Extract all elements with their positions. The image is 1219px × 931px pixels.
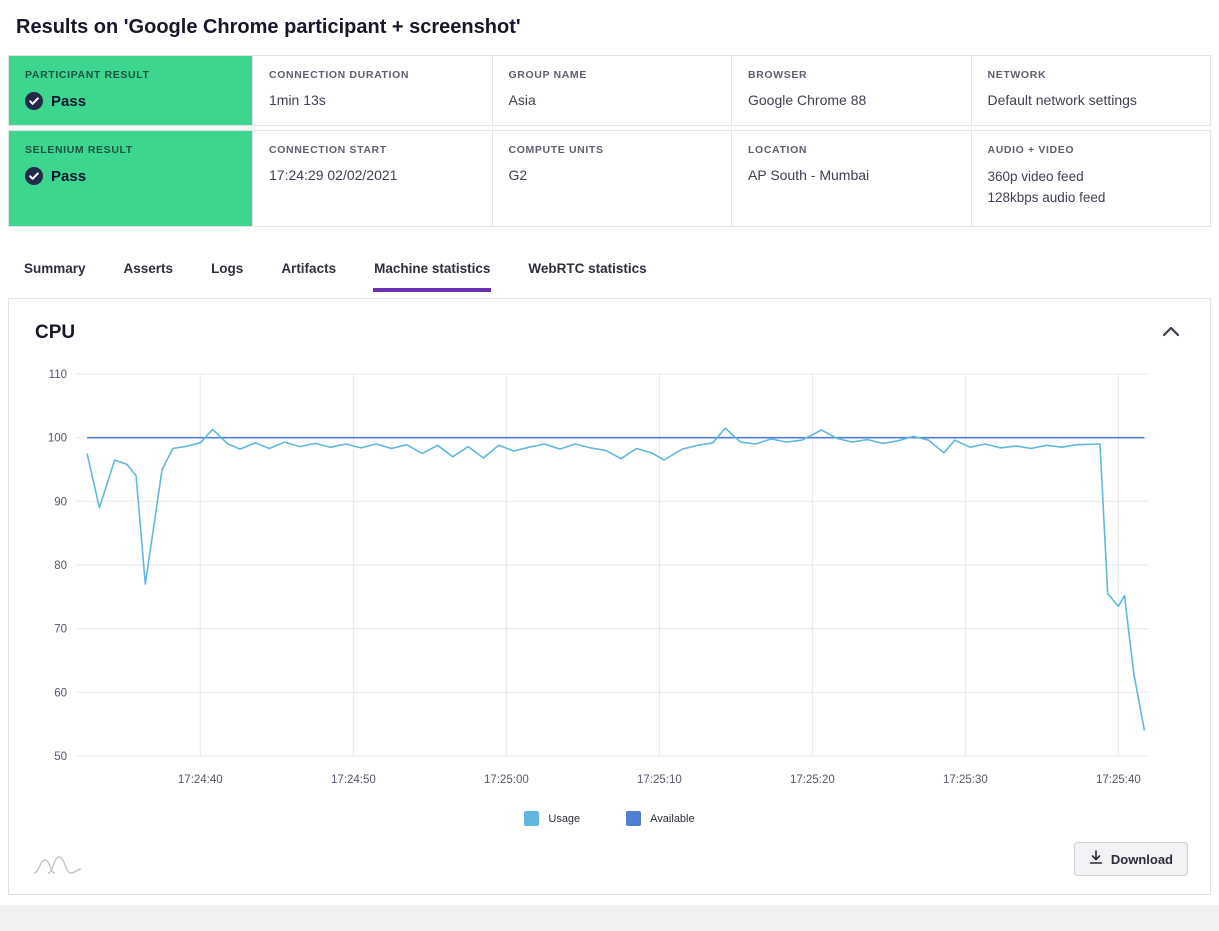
audio-video-label: Audio + Video [987,144,1075,156]
selenium-result-value: Pass [51,167,87,185]
audio-video-value: 360p video feed 128kbps audio feed [988,167,1195,209]
results-page: Results on 'Google Chrome participant + … [0,0,1219,905]
info-grid-row-2: Selenium result Pass Connection start 17… [8,130,1211,227]
connection-duration-value: 1min 13s [269,92,326,108]
download-button-label: Download [1110,851,1173,867]
location-label: Location [748,144,808,156]
chart-legend: Usage Available [9,807,1210,836]
tab-machine-statistics[interactable]: Machine statistics [373,257,492,292]
svg-text:60: 60 [54,687,67,699]
audio-video-card: Audio + Video 360p video feed 128kbps au… [971,131,1210,226]
connection-duration-card: Connection duration 1min 13s [253,56,492,125]
group-name-value: Asia [508,92,536,108]
results-tab-bar: Summary Asserts Logs Artifacts Machine s… [8,231,1211,292]
check-circle-icon [25,92,43,110]
svg-text:80: 80 [54,560,67,572]
svg-text:100: 100 [48,433,67,445]
svg-text:17:25:40: 17:25:40 [1096,774,1141,786]
legend-item-available[interactable]: Available [626,811,695,826]
available-swatch-icon [626,811,642,826]
download-icon [1089,850,1103,868]
selenium-result-label: Selenium result [25,144,133,156]
connection-start-card: Connection start 17:24:29 02/02/2021 [253,131,492,226]
selenium-result-status: Pass [25,167,236,185]
svg-text:50: 50 [54,751,67,763]
cpu-line-chart: 110 100 90 80 70 60 50 17:24:40 17:24:50 17:25:00… [48,369,1149,786]
tab-logs[interactable]: Logs [211,261,244,276]
tab-summary[interactable]: Summary [24,261,86,276]
connection-duration-label: Connection duration [269,69,410,81]
video-feed-value: 360p video feed [987,169,1084,184]
cpu-panel-title: CPU [35,321,76,343]
svg-text:17:25:20: 17:25:20 [790,774,835,786]
participant-result-value: Pass [51,92,87,110]
svg-text:17:25:30: 17:25:30 [943,774,988,786]
legend-item-usage[interactable]: Usage [524,811,580,826]
location-card: Location AP South - Mumbai [732,131,971,226]
connection-start-value: 17:24:29 02/02/2021 [269,167,398,183]
download-button[interactable]: Download [1073,842,1188,876]
selenium-result-card: Selenium result Pass [9,131,252,226]
usage-swatch-icon [524,811,540,826]
tab-asserts[interactable]: Asserts [123,261,174,276]
svg-text:17:24:50: 17:24:50 [331,774,376,786]
compute-units-label: Compute units [508,144,604,156]
browser-value: Google Chrome 88 [748,92,867,108]
chevron-up-icon [1162,325,1180,340]
svg-text:110: 110 [49,369,67,381]
network-value: Default network settings [987,92,1137,108]
available-legend-label: Available [650,812,695,825]
compute-units-value: G2 [508,167,528,183]
participant-result-status: Pass [25,92,236,110]
cpu-chart-area: 110 100 90 80 70 60 50 17:24:40 17:24:50 17:25:00… [9,356,1210,807]
network-label: Network [987,69,1047,81]
cpu-panel-header: CPU [9,299,1210,356]
collapse-panel-button[interactable] [1158,321,1184,344]
participant-result-label: Participant result [25,69,150,81]
info-grid-row-1: Participant result Pass Connection durat… [8,55,1211,126]
usage-legend-label: Usage [548,812,581,825]
cpu-panel: CPU 110 100 90 80 70 60 50 17:24:40 17:24:50 17:2… [8,298,1211,895]
svg-text:17:25:10: 17:25:10 [637,774,682,786]
svg-text:90: 90 [54,496,67,508]
svg-text:70: 70 [54,624,67,636]
group-name-label: Group name [508,69,587,81]
page-title: Results on 'Google Chrome participant + … [16,16,521,38]
waves-logo-icon [31,852,85,876]
tab-artifacts[interactable]: Artifacts [281,261,337,276]
participant-result-card: Participant result Pass [9,56,252,125]
tab-webrtc-statistics[interactable]: WebRTC statistics [528,261,647,276]
browser-label: Browser [748,69,808,81]
network-card: Network Default network settings [971,56,1210,125]
browser-card: Browser Google Chrome 88 [732,56,971,125]
audio-feed-value: 128kbps audio feed [987,189,1106,205]
compute-units-card: Compute units G2 [492,131,731,226]
cpu-panel-footer: Download [9,836,1210,894]
svg-text:17:25:00: 17:25:00 [484,774,529,786]
connection-start-label: Connection start [269,144,387,156]
group-name-card: Group name Asia [492,56,731,125]
svg-text:17:24:40: 17:24:40 [178,774,223,786]
check-circle-icon [25,167,43,185]
location-value: AP South - Mumbai [748,167,870,183]
